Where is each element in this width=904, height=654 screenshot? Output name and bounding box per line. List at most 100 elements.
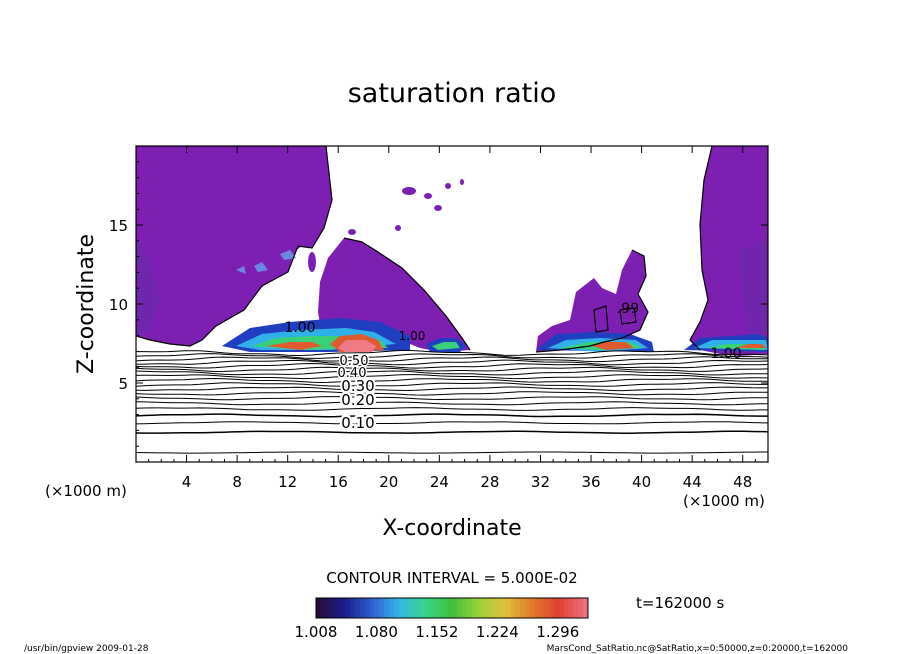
colorbar-cell: [534, 598, 540, 618]
x-tick-label: 12: [278, 473, 297, 491]
colorbar-tick-label: 1.152: [415, 623, 458, 641]
x-tick-label: 36: [581, 473, 600, 491]
contour-line: [136, 370, 768, 376]
contour-line: [136, 377, 768, 384]
colorbar-cell: [563, 598, 569, 618]
contour-line: [136, 356, 768, 363]
colorbar-cell: [442, 598, 448, 618]
colorbar-cell: [573, 598, 579, 618]
contour-line: [136, 401, 768, 406]
x-tick-label: 32: [531, 473, 550, 491]
colorbar-cell: [466, 598, 472, 618]
saturated-region-left: [136, 146, 332, 346]
time-label: t=162000 s: [636, 594, 724, 612]
colorbar-cell: [471, 598, 477, 618]
colorbar-cell: [379, 598, 385, 618]
contour-line: [136, 382, 768, 387]
colorbar-cell: [340, 598, 346, 618]
x-tick-label: 4: [182, 473, 192, 491]
colorbar-cell: [452, 598, 458, 618]
colorbar-cell: [422, 598, 429, 618]
contour-line: [136, 430, 768, 434]
colorbar-cell: [388, 598, 395, 618]
colorbar-cell: [408, 598, 414, 618]
contour-line: [136, 421, 768, 425]
colorbar-cell: [558, 598, 565, 618]
contour-line: [136, 362, 768, 369]
x-unit-right: (×1000 m): [683, 492, 765, 510]
contour-label: 0.10: [341, 414, 374, 432]
colorbar-cell: [369, 598, 375, 618]
colorbar-tick-label: 1.008: [295, 623, 338, 641]
contour-line: [136, 386, 768, 392]
y-tick-label: 10: [109, 296, 128, 314]
colorbar-cell: [529, 598, 535, 618]
colorbar-cell: [393, 598, 399, 618]
x-tick-label: 44: [683, 473, 702, 491]
colorbar-tick-label: 1.296: [536, 623, 579, 641]
contour-label: 0.20: [341, 391, 374, 409]
colorbar-cell: [432, 598, 438, 618]
colorbar-cell: [447, 598, 453, 618]
colorbar-cell: [486, 598, 492, 618]
contour-label: 0.50: [340, 354, 369, 369]
contour-line: [136, 451, 768, 454]
colorbar-cell: [354, 598, 361, 618]
saturated-region-right: [536, 250, 648, 352]
contour-line: [136, 396, 768, 401]
colorbar-cell: [476, 598, 482, 618]
x-tick-label: 28: [480, 473, 499, 491]
colorbar-cell: [320, 598, 327, 618]
contour-line: [136, 374, 768, 380]
contour-label: 1.00: [710, 346, 741, 362]
colorbar-cell: [544, 598, 550, 618]
x-tick-label: 24: [430, 473, 449, 491]
colorbar-cell: [481, 598, 487, 618]
colorbar-cell: [456, 598, 463, 618]
colorbar-frame: [315, 597, 589, 619]
contour-line: [136, 413, 768, 418]
colorbar-cell: [330, 598, 336, 618]
colorbar: [315, 597, 589, 619]
contour-line: [136, 349, 768, 357]
x-tick-label: 48: [733, 473, 752, 491]
colorbar-labels: 1.008 1.080 1.152 1.224 1.296: [295, 623, 580, 641]
colorbar-cell: [539, 598, 545, 618]
colorbar-cell: [510, 598, 516, 618]
colorbar-cell: [520, 598, 526, 618]
colorbar-tick-label: 1.080: [355, 623, 398, 641]
colorbar-cell: [364, 598, 370, 618]
plot-area: 0.10 0.20 0.30 0.40 0.50 1.00 .99 1.00 1…: [136, 146, 768, 462]
contour-label: 1.00: [284, 320, 315, 336]
contour-labels: 0.10 0.20 0.30 0.40 0.50 1.00 .99 1.00 1…: [284, 301, 741, 435]
contour-line: [136, 391, 768, 396]
footer-right: MarsCond_SatRatio.nc@SatRatio,x=0:50000,…: [547, 644, 849, 654]
colorbar-cell: [505, 598, 511, 618]
colorbar-cell: [403, 598, 409, 618]
contour-line: [136, 366, 768, 373]
high-saturation-bands: [222, 250, 768, 352]
contour-label: 0.30: [341, 377, 374, 395]
y-tick-label: 5: [118, 375, 128, 393]
colorbar-cell: [374, 598, 380, 618]
colorbar-cell: [345, 598, 351, 618]
x-tick-label: 20: [379, 473, 398, 491]
y-axis: 5 10 15: [109, 161, 768, 447]
colorbar-cell: [490, 598, 497, 618]
x-unit-left: (×1000 m): [45, 482, 127, 500]
contour-interval-text: CONTOUR INTERVAL = 5.000E-02: [326, 569, 577, 587]
x-axis: 4 8 12 16 20 24 28 32 36 40 44 48: [148, 146, 756, 491]
colorbar-cell: [325, 598, 331, 618]
y-tick-label: 15: [109, 217, 128, 235]
colorbar-cell: [350, 598, 356, 618]
colorbar-cell: [554, 598, 560, 618]
colorbar-cell: [316, 598, 322, 618]
colorbar-cell: [495, 598, 501, 618]
colorbar-cell: [384, 598, 390, 618]
contour-line: [136, 359, 768, 366]
contour-line: [136, 353, 768, 359]
colorbar-cell: [583, 598, 589, 618]
low-saturation-contours: [136, 349, 768, 454]
colorbar-cell: [500, 598, 506, 618]
